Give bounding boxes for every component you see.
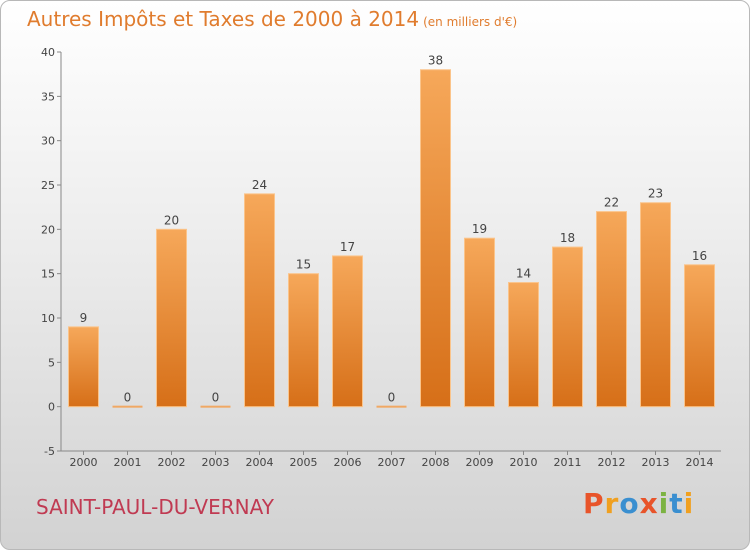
data-label: 23 (648, 187, 663, 201)
x-tick-label: 2011 (554, 456, 582, 469)
data-label: 20 (164, 213, 179, 227)
y-tick-label: 35 (41, 90, 55, 103)
data-label: 14 (516, 267, 531, 281)
data-label: 18 (560, 231, 575, 245)
bar (112, 405, 143, 408)
y-tick-label: 20 (41, 223, 55, 236)
x-tick-label: 2005 (290, 456, 318, 469)
bar (332, 255, 363, 408)
data-label: 0 (212, 391, 220, 405)
chart-subtitle: (en milliers d'€) (423, 15, 518, 29)
x-tick-label: 2001 (114, 456, 142, 469)
data-label: 22 (604, 196, 619, 210)
x-tick-label: 2013 (642, 456, 670, 469)
data-label: 0 (124, 391, 132, 405)
bar (552, 246, 583, 408)
bar (420, 69, 451, 408)
y-tick-label: 5 (48, 356, 55, 369)
commune-name: SAINT-PAUL-DU-VERNAY (36, 495, 274, 519)
chart-title-text: Autres Impôts et Taxes de 2000 à 2014 (27, 7, 420, 31)
data-label: 15 (296, 258, 311, 272)
x-tick-label: 2007 (378, 456, 406, 469)
data-label: 0 (388, 391, 396, 405)
bar (508, 282, 539, 408)
y-tick-label: 10 (41, 312, 55, 325)
bar (640, 202, 671, 408)
y-tick-label: 15 (41, 268, 55, 281)
bar (464, 237, 495, 408)
x-tick-label: 2008 (422, 456, 450, 469)
y-tick-label: 40 (41, 46, 55, 59)
y-tick-label: 25 (41, 179, 55, 192)
bar (288, 273, 319, 408)
bar (200, 405, 231, 408)
y-tick-label: -5 (44, 445, 55, 458)
y-tick-label: 30 (41, 135, 55, 148)
data-label: 24 (252, 178, 267, 192)
x-tick-label: 2012 (598, 456, 626, 469)
bar (596, 211, 627, 408)
x-tick-label: 2014 (686, 456, 714, 469)
data-label: 38 (428, 54, 443, 68)
data-label: 17 (340, 240, 355, 254)
bar (68, 326, 99, 408)
data-label: 9 (80, 311, 88, 325)
chart-title: Autres Impôts et Taxes de 2000 à 2014 (en… (27, 7, 517, 31)
bar (156, 228, 187, 408)
x-tick-label: 2000 (70, 456, 98, 469)
x-tick-label: 2004 (246, 456, 274, 469)
bar (684, 264, 715, 408)
proxiti-logo: Proxiti (583, 487, 695, 520)
x-tick-label: 2002 (158, 456, 186, 469)
bar (376, 405, 407, 408)
x-tick-label: 2010 (510, 456, 538, 469)
y-tick-label: 0 (48, 401, 55, 414)
data-label: 19 (472, 222, 487, 236)
x-tick-label: 2006 (334, 456, 362, 469)
bar (244, 193, 275, 408)
x-tick-label: 2009 (466, 456, 494, 469)
data-label: 16 (692, 249, 707, 263)
x-tick-label: 2003 (202, 456, 230, 469)
